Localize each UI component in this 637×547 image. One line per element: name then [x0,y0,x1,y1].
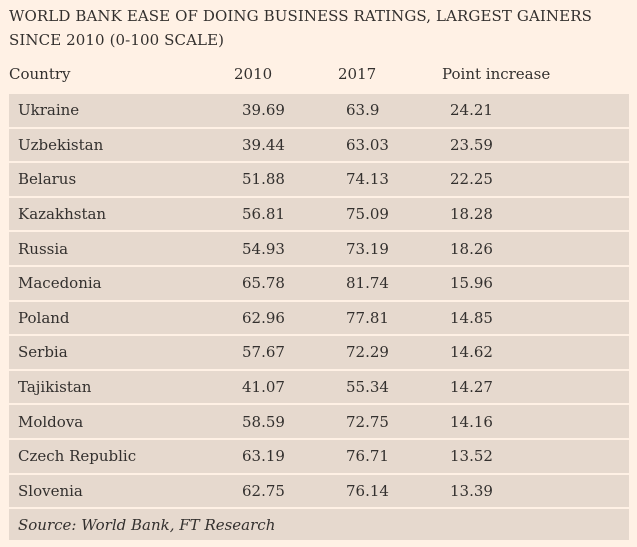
header-2017: 2017 [338,65,377,83]
value-2010-cell: 62.75 [242,481,285,500]
country-cell: Uzbekistan [18,135,104,154]
value-2017-cell: 77.81 [346,308,389,327]
point-increase-cell: 18.26 [450,239,493,258]
country-cell: Russia [18,239,69,258]
table-row: Uzbekistan 39.44 63.03 23.59 [9,128,629,162]
value-2010-cell: 56.81 [242,205,285,224]
source-note: Source: World Bank, FT Research [9,509,629,541]
value-2017-cell: 63.03 [346,135,389,154]
table-header: Country 2010 2017 Point increase [9,56,629,92]
value-2010-cell: 54.93 [242,239,285,258]
point-increase-cell: 22.25 [450,170,493,189]
header-2010: 2010 [234,65,273,83]
value-2017-cell: 72.29 [346,343,389,362]
value-2017-cell: 76.14 [346,481,389,500]
country-cell: Macedonia [18,274,102,293]
value-2010-cell: 39.44 [242,135,285,154]
table-row: Ukraine 39.69 63.9 24.21 [9,94,629,127]
country-cell: Czech Republic [18,447,137,466]
point-increase-cell: 14.27 [450,378,493,397]
point-increase-cell: 18.28 [450,205,493,224]
point-increase-cell: 14.85 [450,308,493,327]
value-2017-cell: 72.75 [346,412,389,431]
value-2010-cell: 39.69 [242,101,285,120]
value-2010-cell: 58.59 [242,412,285,431]
value-2010-cell: 63.19 [242,447,285,466]
value-2017-cell: 63.9 [346,101,380,120]
point-increase-cell: 23.59 [450,135,493,154]
table-row: Czech Republic 63.19 76.71 13.52 [9,439,629,473]
table-row: Kazakhstan 56.81 75.09 18.28 [9,197,629,231]
table-row: Moldova 58.59 72.75 14.16 [9,405,629,438]
value-2017-cell: 73.19 [346,239,389,258]
value-2010-cell: 57.67 [242,343,285,362]
country-cell: Moldova [18,412,84,431]
country-cell: Slovenia [18,481,83,500]
point-increase-cell: 14.16 [450,412,493,431]
table-row: Serbia 57.67 72.29 14.62 [9,336,629,369]
value-2010-cell: 51.88 [242,170,285,189]
table-row: Macedonia 65.78 81.74 15.96 [9,266,629,300]
header-point-increase: Point increase [442,65,551,83]
country-cell: Poland [18,308,70,327]
value-2017-cell: 76.71 [346,447,389,466]
header-country: Country [9,65,71,83]
value-2017-cell: 74.13 [346,170,389,189]
value-2010-cell: 62.96 [242,308,285,327]
value-2017-cell: 81.74 [346,274,389,293]
table-row: Poland 62.96 77.81 14.85 [9,301,629,335]
point-increase-cell: 13.52 [450,447,493,466]
country-cell: Serbia [18,343,68,362]
point-increase-cell: 13.39 [450,481,493,500]
point-increase-cell: 15.96 [450,274,493,293]
value-2010-cell: 65.78 [242,274,285,293]
value-2010-cell: 41.07 [242,378,285,397]
table-body: Ukraine 39.69 63.9 24.21 Uzbekistan 39.44 63.0… [9,94,629,508]
country-cell: Tajikistan [18,378,92,397]
table-row: Slovenia 62.75 76.14 13.39 [9,474,629,508]
point-increase-cell: 14.62 [450,343,493,362]
point-increase-cell: 24.21 [450,101,493,120]
country-cell: Belarus [18,170,77,189]
table-row: Russia 54.93 73.19 18.26 [9,232,629,265]
table-title: WORLD BANK EASE OF DOING BUSINESS RATING… [9,7,592,49]
table-row: Tajikistan 41.07 55.34 14.27 [9,370,629,404]
table-row: Belarus 51.88 74.13 22.25 [9,163,629,196]
value-2017-cell: 55.34 [346,378,389,397]
value-2017-cell: 75.09 [346,205,389,224]
country-cell: Kazakhstan [18,205,107,224]
country-cell: Ukraine [18,101,80,120]
